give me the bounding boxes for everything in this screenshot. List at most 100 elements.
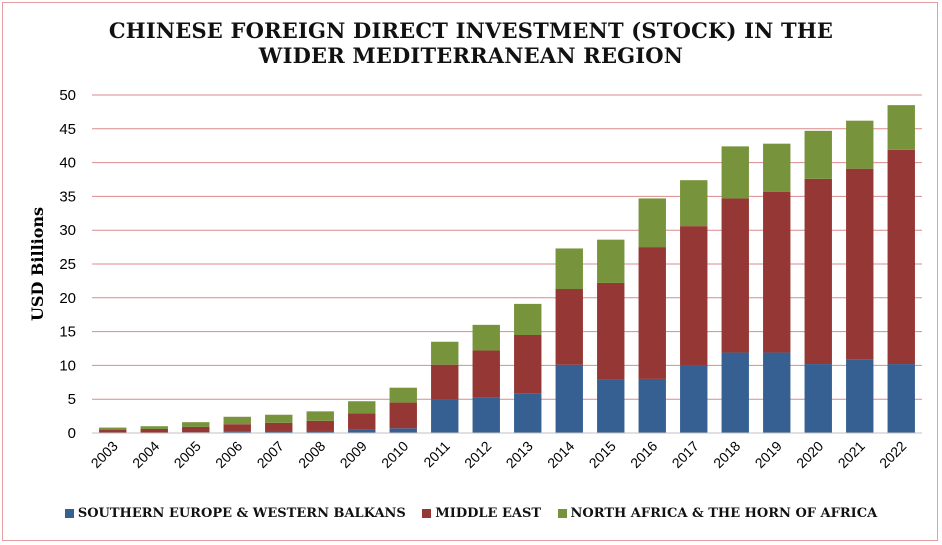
bar-segment xyxy=(804,178,832,365)
legend: SOUTHERN EUROPE & WESTERN BALKANS MIDDLE… xyxy=(0,506,942,521)
legend-swatch-southern-europe xyxy=(64,509,74,518)
bar-segment xyxy=(140,426,168,429)
y-tick-label: 25 xyxy=(59,256,76,273)
bar-segment xyxy=(99,427,127,430)
y-tick-label: 45 xyxy=(59,121,76,138)
bar-segment xyxy=(721,198,749,353)
bar-segment xyxy=(431,341,459,365)
y-tick-label: 20 xyxy=(59,290,76,307)
gridlines xyxy=(92,94,922,400)
bar-segment xyxy=(597,239,625,283)
x-tick-labels: 2003 2004 2005 2006 2007 2008 2009 2010 2011 2012… xyxy=(88,438,910,471)
bar-segment xyxy=(638,247,666,379)
x-tick-label: 2016 xyxy=(627,438,660,471)
x-tick-label: 2019 xyxy=(752,438,785,471)
bar-segment xyxy=(431,364,459,400)
bar-segment xyxy=(555,248,583,290)
bar-segment xyxy=(182,426,210,433)
bar-segment xyxy=(514,393,542,433)
bar-segment xyxy=(721,352,749,433)
y-tick-label: 15 xyxy=(59,324,76,341)
bar-segment xyxy=(223,424,251,432)
bar-segment xyxy=(680,365,708,433)
y-tick-label: 50 xyxy=(59,87,76,104)
bar-segment xyxy=(763,143,791,192)
y-tick-label: 5 xyxy=(68,391,76,408)
legend-item-middle-east: MIDDLE EAST xyxy=(422,506,541,521)
legend-item-north-africa: NORTH AFRICA & THE HORN OF AFRICA xyxy=(557,506,878,521)
bar-segment xyxy=(887,105,915,150)
bar-segment xyxy=(389,387,417,403)
bar-segment xyxy=(472,324,500,351)
bar-segment xyxy=(763,191,791,353)
x-tick-label: 2004 xyxy=(129,438,162,471)
bar-segment xyxy=(472,350,500,398)
x-tick-label: 2020 xyxy=(793,438,826,471)
x-tick-label: 2012 xyxy=(461,438,494,471)
bar-segment xyxy=(680,226,708,366)
bar-segment xyxy=(680,180,708,227)
bar-segment xyxy=(887,364,915,433)
bar-segment xyxy=(638,378,666,433)
legend-swatch-middle-east xyxy=(422,509,432,518)
bar-segment xyxy=(721,146,749,199)
x-tick-label: 2005 xyxy=(171,438,204,471)
x-tick-label: 2013 xyxy=(503,438,536,471)
bar-segment xyxy=(887,149,915,365)
bar-segment xyxy=(99,429,127,433)
x-tick-label: 2011 xyxy=(420,438,453,471)
y-tick-label: 35 xyxy=(59,188,76,205)
bar-segment xyxy=(597,282,625,380)
chart-title: CHINESE FOREIGN DIRECT INVESTMENT (STOCK… xyxy=(0,18,942,68)
legend-label-middle-east: MIDDLE EAST xyxy=(435,506,542,521)
x-tick-label: 2010 xyxy=(378,438,411,471)
x-tick-label: 2018 xyxy=(710,438,743,471)
bar-segment xyxy=(306,430,334,433)
x-tick-label: 2022 xyxy=(876,438,909,471)
x-tick-label: 2021 xyxy=(835,438,868,471)
bar-segment xyxy=(804,130,832,179)
y-tick-label: 40 xyxy=(59,155,76,172)
legend-item-southern-europe: SOUTHERN EUROPE & WESTERN BALKANS xyxy=(64,506,406,521)
x-tick-label: 2009 xyxy=(337,438,370,471)
bar-segment xyxy=(306,411,334,421)
x-tick-label: 2006 xyxy=(212,438,245,471)
bar-segment xyxy=(597,379,625,433)
chart-title-line-2: WIDER MEDITERRANEAN REGION xyxy=(258,43,684,68)
bar-segment xyxy=(638,198,666,248)
y-tick-labels: 0 5 10 15 20 25 30 35 40 45 50 xyxy=(59,87,76,442)
y-tick-label: 10 xyxy=(59,357,76,374)
bar-segment xyxy=(140,428,168,433)
bar-segment xyxy=(846,168,874,360)
legend-label-north-africa: NORTH AFRICA & THE HORN OF AFRICA xyxy=(570,506,878,521)
bar-segment xyxy=(555,289,583,365)
x-tick-label: 2007 xyxy=(254,438,287,471)
bars xyxy=(99,105,915,433)
y-axis-label: USD Billions xyxy=(28,207,47,321)
bar-segment xyxy=(389,402,417,429)
x-tick-label: 2015 xyxy=(586,438,619,471)
bar-segment xyxy=(348,401,376,414)
bar-segment xyxy=(223,416,251,425)
bar-segment xyxy=(555,364,583,433)
bar-segment xyxy=(472,397,500,433)
bar-segment xyxy=(306,420,334,431)
legend-swatch-north-africa xyxy=(557,509,567,518)
bar-segment xyxy=(223,431,251,433)
chart-title-line-1: CHINESE FOREIGN DIRECT INVESTMENT (STOCK… xyxy=(108,18,834,43)
bar-segment xyxy=(763,352,791,433)
bar-segment xyxy=(431,399,459,433)
legend-label-southern-europe: SOUTHERN EUROPE & WESTERN BALKANS xyxy=(77,506,406,521)
bar-segment xyxy=(389,428,417,433)
x-tick-label: 2008 xyxy=(295,438,328,471)
x-tick-label: 2014 xyxy=(544,438,577,471)
bar-segment xyxy=(265,414,293,423)
bar-segment xyxy=(182,422,210,427)
bar-segment xyxy=(804,364,832,433)
bar-segment xyxy=(514,334,542,394)
y-tick-label: 0 xyxy=(68,425,76,442)
bar-segment xyxy=(846,359,874,433)
bar-segment xyxy=(265,430,293,433)
bar-segment xyxy=(348,413,376,430)
